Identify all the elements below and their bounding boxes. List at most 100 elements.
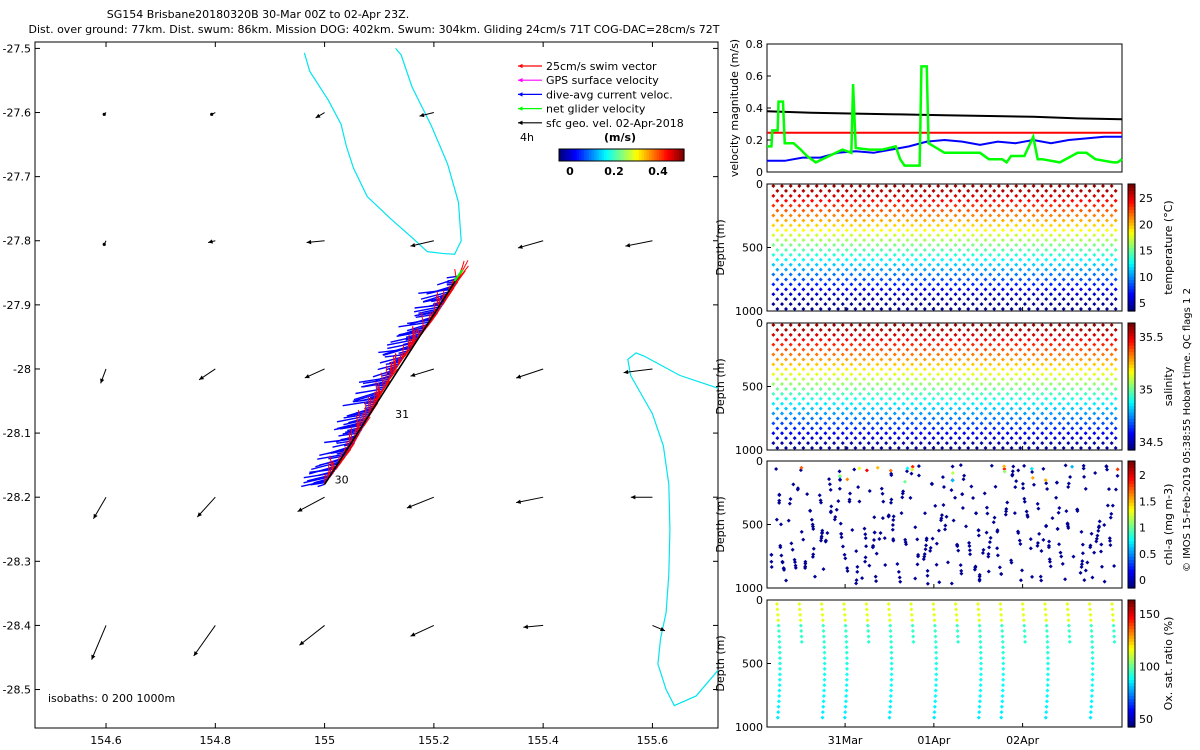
section-point (1045, 683, 1050, 688)
section-point (832, 184, 837, 188)
colorbar-cell (666, 149, 670, 161)
section-point (806, 262, 811, 267)
section-point (974, 307, 979, 311)
section-point (1014, 252, 1019, 257)
section-point (970, 401, 975, 406)
section-point (1061, 208, 1066, 213)
section-point (832, 213, 837, 218)
section-point (866, 332, 871, 337)
section-point (864, 602, 869, 606)
section-point (970, 193, 975, 198)
section-point (1096, 396, 1101, 401)
section-point (771, 243, 776, 248)
section-point (1021, 612, 1026, 617)
section-point (1043, 607, 1048, 612)
section-point (792, 367, 797, 372)
section-point (858, 382, 863, 387)
section-point (801, 267, 806, 272)
section-point (936, 411, 941, 416)
section-point (974, 396, 979, 401)
section-point (806, 382, 811, 387)
section-point (1099, 564, 1104, 569)
section-point (797, 382, 802, 387)
section-point (987, 540, 992, 545)
section-point (892, 352, 897, 357)
section-point (849, 421, 854, 426)
section-point (983, 218, 988, 223)
section-point (996, 213, 1001, 218)
section-point (775, 436, 780, 441)
section-point (910, 213, 915, 218)
section-point (957, 267, 962, 272)
section-point (1040, 272, 1045, 277)
section-point (858, 292, 863, 297)
section-point (1087, 386, 1092, 391)
section-point (1083, 193, 1088, 198)
section-point (992, 257, 997, 262)
section-ylabel: Depth (m) (714, 358, 727, 414)
section-point (1031, 203, 1036, 208)
section-point (918, 431, 923, 436)
section-point (879, 416, 884, 421)
section-point (988, 372, 993, 377)
section-point (1035, 277, 1040, 282)
section-point (832, 431, 837, 436)
section-colorbar-label: Ox. sat. ratio (%) (1162, 617, 1175, 711)
section-point (1097, 519, 1102, 524)
section-point (777, 656, 782, 661)
section-point (953, 352, 958, 357)
section-point (870, 416, 875, 421)
section-point (858, 233, 863, 238)
colorbar-cell (581, 149, 585, 161)
section-point (1040, 332, 1045, 337)
section-point (1022, 499, 1027, 504)
section-point (849, 292, 854, 297)
section-point (1022, 496, 1027, 501)
section-point (771, 332, 776, 337)
section-point (974, 198, 979, 203)
section-point (810, 554, 815, 559)
section-point (865, 618, 870, 623)
section-point (1066, 323, 1071, 327)
section-point (924, 543, 929, 548)
section-point (860, 576, 865, 581)
section-colorbar-cell (1128, 418, 1135, 423)
section-point (823, 193, 828, 198)
section-point (1100, 431, 1105, 436)
section-point (944, 372, 949, 377)
section-point (864, 544, 869, 549)
colorbar-cell (656, 149, 660, 161)
section-point (915, 537, 920, 542)
section-point (888, 257, 893, 262)
section-point (853, 257, 858, 262)
section-point (1111, 629, 1116, 634)
section-point (978, 634, 983, 639)
section-point (823, 372, 828, 377)
section-point (923, 511, 928, 516)
section-point (1022, 272, 1027, 277)
section-point (832, 292, 837, 297)
section-point (814, 441, 819, 446)
section-point (974, 367, 979, 372)
section-point (814, 302, 819, 307)
section-point (771, 372, 776, 377)
section-point (1014, 193, 1019, 198)
section-point (962, 292, 967, 297)
section-point (905, 247, 910, 252)
section-point (918, 233, 923, 238)
section-point (862, 297, 867, 302)
section-colorbar-cell (1128, 338, 1135, 343)
section-colorbar-cell (1128, 486, 1135, 491)
section-point (936, 342, 941, 347)
colorbar-cell (576, 149, 580, 161)
section-point (1045, 693, 1050, 698)
section-point (823, 332, 828, 337)
section-ytick-label: 0 (756, 594, 763, 607)
section-colorbar-cell (1128, 250, 1135, 255)
dac-vector (336, 420, 367, 430)
section-point (1066, 372, 1071, 377)
section-point (1045, 672, 1050, 677)
section-point (1044, 629, 1049, 634)
section-point (777, 493, 782, 498)
section-point (966, 367, 971, 372)
